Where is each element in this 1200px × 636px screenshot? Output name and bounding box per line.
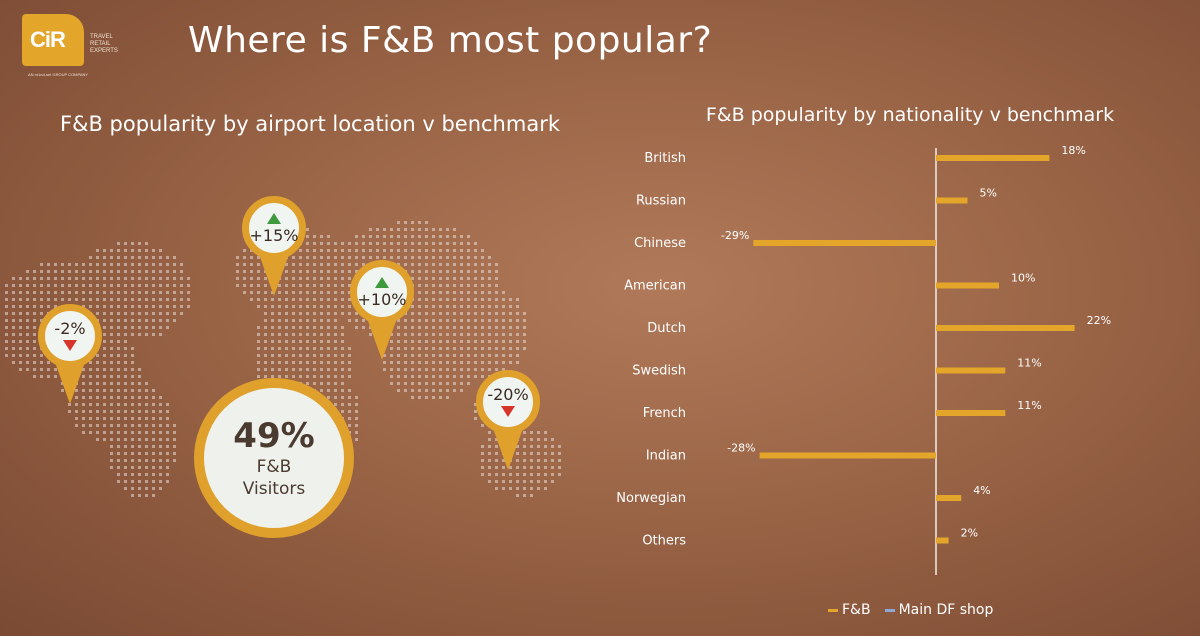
pin-value: -20% — [487, 385, 529, 404]
data-label: 11% — [1017, 357, 1041, 370]
pin-circle: -20% — [476, 370, 540, 434]
nationality-chart-title: F&B popularity by nationality v benchmar… — [705, 104, 1115, 126]
category-label: American — [624, 279, 686, 294]
category-label: Others — [642, 534, 686, 549]
bar — [759, 452, 936, 459]
data-label: 11% — [1017, 399, 1041, 412]
up-arrow-icon — [375, 277, 389, 288]
legend-label: F&B — [842, 602, 871, 618]
legend-item-df: Main DF shop — [884, 602, 994, 618]
slide-title: Where is F&B most popular? — [188, 20, 713, 61]
data-label: 2% — [961, 527, 978, 540]
data-label: 18% — [1061, 144, 1085, 157]
bar — [936, 537, 949, 544]
nationality-bar-chart: British 18% Russian 5% Chinese -29% American 10… — [616, 144, 1111, 575]
data-label: 4% — [973, 484, 990, 497]
data-label: -29% — [721, 229, 749, 242]
category-label: Chinese — [634, 236, 686, 251]
bar — [936, 325, 1075, 331]
location-panel-title: F&B popularity by airport location v ben… — [60, 112, 560, 136]
bar — [753, 240, 936, 246]
category-label: British — [644, 151, 686, 166]
legend-item-fnb: F&B — [828, 602, 871, 618]
data-label: 5% — [980, 187, 997, 200]
pin-circle: +15% — [242, 196, 306, 260]
pin-value: +10% — [357, 290, 407, 309]
bar — [936, 495, 962, 501]
logo-mark: CiR — [22, 14, 84, 66]
bar — [936, 367, 1006, 374]
logo-tagline: TRAVEL RETAIL EXPERTS — [90, 34, 118, 54]
category-label: Indian — [646, 449, 686, 464]
up-arrow-icon — [267, 213, 281, 224]
legend-label: Main DF shop — [898, 602, 994, 618]
logo-mark-text: CiR — [30, 27, 66, 52]
visitors-label-line2: Visitors — [242, 479, 306, 499]
category-label: Norwegian — [616, 491, 686, 506]
pin-circle: -2% — [38, 304, 102, 368]
bar — [936, 155, 1050, 161]
data-label: -28% — [727, 442, 755, 455]
visitors-percentage: 49% — [233, 416, 315, 456]
category-label: Dutch — [647, 321, 686, 336]
company-logo: CiR TRAVEL RETAIL EXPERTS AN m1nd-set GR… — [22, 14, 132, 77]
category-label: French — [643, 406, 686, 421]
down-arrow-icon — [501, 406, 515, 417]
chart-legend: F&B Main DF shop — [828, 602, 993, 618]
data-label: 22% — [1087, 314, 1111, 327]
legend-swatch — [828, 608, 838, 612]
down-arrow-icon — [63, 340, 77, 351]
logo-footer: AN m1nd-set GROUP COMPANY — [28, 72, 89, 77]
bar — [936, 282, 999, 289]
category-label: Swedish — [632, 364, 686, 379]
bar — [936, 197, 968, 204]
visitors-label-line1: F&B — [256, 457, 292, 477]
fnb-visitors-highlight: 49% F&B Visitors — [194, 378, 354, 538]
legend-swatch — [884, 608, 895, 612]
pin-value: +15% — [249, 226, 299, 245]
bar — [936, 410, 1006, 416]
pin-circle: +10% — [350, 260, 414, 324]
category-label: Russian — [636, 194, 686, 209]
pin-value: -2% — [54, 319, 86, 338]
data-label: 10% — [1011, 272, 1035, 285]
